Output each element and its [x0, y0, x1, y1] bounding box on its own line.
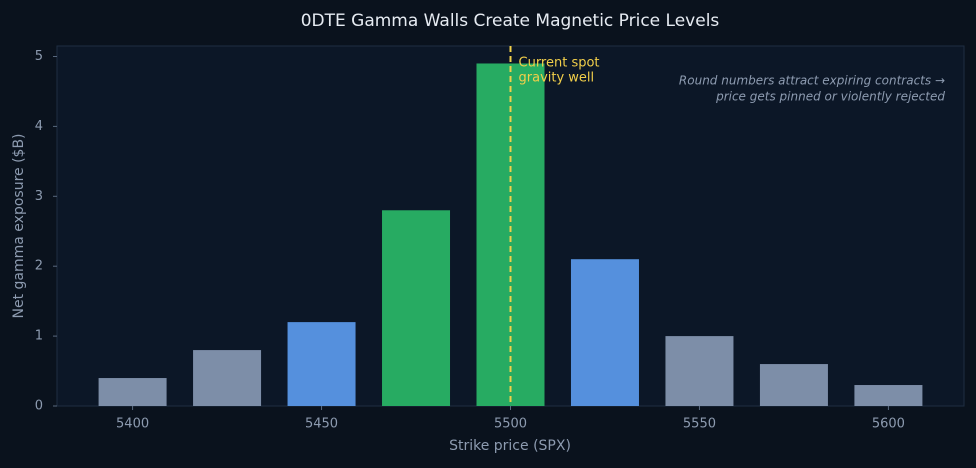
- annotation: Round numbers attract expiring contracts…: [679, 74, 945, 88]
- bar: [665, 336, 734, 406]
- x-tick-label: 5400: [116, 417, 149, 432]
- spot-label: gravity well: [519, 71, 595, 86]
- bar: [759, 364, 828, 406]
- bar: [382, 210, 451, 406]
- y-tick-label: 2: [35, 259, 43, 274]
- y-tick-label: 1: [35, 329, 43, 344]
- y-axis-label: Net gamma exposure ($B): [11, 133, 27, 318]
- y-tick-label: 3: [35, 189, 43, 204]
- bar: [287, 322, 356, 406]
- x-tick-label: 5450: [305, 417, 338, 432]
- y-tick-label: 4: [35, 119, 43, 134]
- x-axis-label: Strike price (SPX): [449, 438, 571, 454]
- y-tick-label: 0: [35, 399, 43, 414]
- x-tick-label: 5550: [683, 417, 716, 432]
- chart-title: 0DTE Gamma Walls Create Magnetic Price L…: [301, 11, 720, 31]
- bar: [193, 350, 262, 406]
- bar: [854, 385, 923, 406]
- x-tick-label: 5600: [872, 417, 905, 432]
- bar: [570, 259, 639, 406]
- bar: [98, 378, 167, 406]
- annotation: price gets pinned or violently rejected: [715, 90, 945, 104]
- x-tick-label: 5500: [494, 417, 527, 432]
- bar: [476, 63, 545, 406]
- y-tick-label: 5: [35, 49, 43, 64]
- spot-label: Current spot: [519, 56, 600, 71]
